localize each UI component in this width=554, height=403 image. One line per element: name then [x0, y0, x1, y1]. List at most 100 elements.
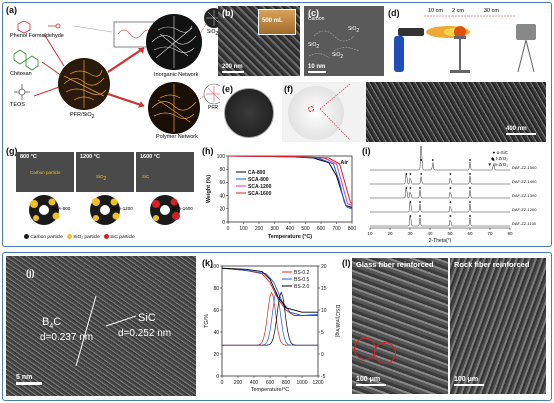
tg-xtick-label: 200 — [234, 380, 243, 386]
xrd-xtick-label: 20 — [387, 231, 393, 236]
panel-c-image: SiO2 SiO2 SiO2 Carbon 10 nm — [304, 6, 384, 76]
polymer-network-label: Polymer Network — [156, 134, 198, 140]
panel-c-tag-1: SiO2 — [348, 26, 360, 34]
panel-i: (i) 10 20 30 40 50 60 70 80 2-Theta(°) DAF-ZZ-150… — [362, 146, 550, 246]
xrd-xtick-label: 80 — [507, 231, 513, 236]
xrd-peak-marker — [409, 173, 412, 175]
xrd-peak-marker — [449, 201, 452, 203]
tg-legend-label: BS-0.5 — [294, 277, 310, 283]
panel-e-label: (e) — [222, 84, 233, 94]
xrd-xtick-label: 50 — [447, 231, 453, 236]
tga-ylabel: Weight (%) — [206, 175, 212, 203]
tga-xtick-label: 300 — [270, 226, 279, 232]
tg-xtick-label: 0 — [221, 380, 224, 386]
xrd-xtick-label: 10 — [367, 231, 373, 236]
tga-air-label: Air — [340, 160, 349, 166]
pfr-label: PFR — [208, 105, 218, 111]
panel-c-tag-4: Carbon — [308, 16, 325, 22]
panel-c-scalebar: 10 nm — [308, 64, 326, 73]
panel-a: (a) — [4, 4, 232, 140]
xrd-peak-marker — [449, 173, 452, 175]
panel-b-image: 500 mL 200 nm — [218, 6, 300, 76]
panel-k: (k) 0 200 400 600 800 1000 1200 0 20 40 60 80 100 -5 0… — [200, 256, 340, 398]
xrd-pattern-daf-zz-1200 — [370, 201, 510, 213]
tg-xtick-label: 800 — [282, 380, 291, 386]
tga-series-sca-800 — [227, 155, 353, 210]
tg-xtick-label: 400 — [250, 380, 259, 386]
panel-a-label: (a) — [6, 5, 17, 15]
xrd-peak-marker — [469, 173, 471, 175]
tg-ytick-label: 80 — [213, 286, 219, 292]
tg-dsc-chart: 0 200 400 600 800 1000 1200 0 20 40 60 80 100 -5 0 5 10 1… — [204, 264, 340, 393]
tem-1200: 1200 °C SiO2 — [76, 152, 134, 192]
panel-j-scalebar: 5 nm — [16, 374, 42, 385]
xrd-peak-marker — [469, 201, 471, 203]
tg-ytick-label: 60 — [213, 308, 219, 314]
xrd-peak-marker — [409, 215, 412, 217]
tg-legend-label: BS-0.2 — [294, 270, 310, 276]
xrd-pattern-daf-zz-1100 — [370, 215, 510, 227]
tg-xtick-label: 1200 — [312, 380, 323, 386]
tg-ytick-label: 20 — [213, 352, 219, 358]
panel-f-scalebar: 400 nm — [506, 126, 536, 135]
xrd-peak-marker — [449, 187, 452, 189]
xrd-pattern-daf-zz-1500 — [370, 146, 510, 171]
tg-legend-label: BS-2.0 — [294, 284, 310, 290]
formaldehyde-icon — [48, 23, 61, 29]
xrd-xtick-label: 60 — [467, 231, 473, 236]
tga-xtick-label: 400 — [286, 226, 295, 232]
tg-xtick-label: 1000 — [296, 380, 307, 386]
sic-spacing: d=0.252 nm — [118, 328, 172, 339]
dsc-ytick-label: 15 — [321, 286, 327, 292]
b4c-label: B4C — [42, 316, 62, 331]
tem-800: 800 °C Carbon particle — [16, 152, 74, 192]
blob-sca-1200 — [90, 195, 120, 225]
dim-30cm: 30 cm — [484, 8, 499, 14]
panel-b-scalebar: 200 nm — [222, 64, 244, 73]
tga-ytick-label: 80 — [219, 167, 225, 173]
highlight-circle-2 — [374, 342, 396, 364]
tga-ytick-label: 60 — [219, 180, 225, 186]
teos-label: TEOS — [10, 102, 25, 108]
tg-ytick-label: 40 — [213, 330, 219, 336]
phenol-formaldehyde-label: Phenol Formaldehyde — [10, 33, 64, 39]
tga-xtick-label: 0 — [227, 226, 230, 232]
panel-c-tag-2: SiO2 — [308, 42, 320, 50]
panel-f-sem-image: 400 nm — [366, 82, 546, 142]
panel-b-label: (b) — [222, 8, 234, 18]
xrd-peak-marker — [409, 187, 412, 189]
phenol-icon — [17, 20, 31, 34]
dsc-ylabel: DSC/(mW/mg) — [334, 305, 340, 338]
xrd-sample-label: DAF-ZZ-1400 — [512, 179, 537, 184]
panel-f-image — [282, 82, 366, 142]
xrd-pattern-daf-zz-1300 — [370, 187, 510, 199]
dsc-series-bs-0.5 — [222, 291, 318, 346]
xrd-xtick-label: 70 — [487, 231, 493, 236]
panel-h: (h) 0 100 200 300 400 500 600 700 800 0 20 40 60 80 10… — [200, 146, 360, 246]
tg-ytick-label: 100 — [211, 264, 220, 270]
tga-ytick-label: 20 — [219, 207, 225, 213]
tga-xtick-label: 500 — [301, 226, 310, 232]
tga-legend-label: SCA-800 — [248, 177, 269, 183]
b4c-spacing: d=0.237 nm — [40, 332, 94, 343]
panel-j-label: (j) — [26, 268, 35, 278]
tga-ytick-label: 100 — [217, 154, 226, 160]
dsc-ytick-label: 5 — [321, 330, 324, 336]
xrd-peak-marker — [419, 187, 421, 189]
ir-camera-icon — [516, 24, 536, 40]
panel-g-label: (g) — [6, 146, 18, 156]
tga-plot-area — [227, 155, 353, 223]
xrd-xlabel: 2-Theta(°) — [429, 238, 452, 244]
dsc-ytick-label: -5 — [321, 374, 326, 380]
tga-series-sca-1600 — [227, 155, 353, 204]
dim-10cm: 10 cm — [428, 8, 443, 14]
rock-fiber-scalebar: 100 μm — [454, 376, 484, 386]
panel-g: (g) 800 °C Carbon particle 1200 °C SiO2 … — [4, 146, 200, 246]
pfr-sio2-label: PFR/SiO2 — [70, 112, 95, 121]
torch-setup-illustration — [394, 15, 536, 73]
panel-l: (l) Glass fiber reinforced 100 μm Rock f… — [342, 256, 548, 398]
xrd-sample-label: DAF-ZZ-1200 — [512, 207, 537, 212]
sio2-label: SiO2 — [207, 29, 219, 37]
xrd-peak-marker — [419, 201, 421, 203]
blob-sca-1600 — [150, 195, 180, 225]
